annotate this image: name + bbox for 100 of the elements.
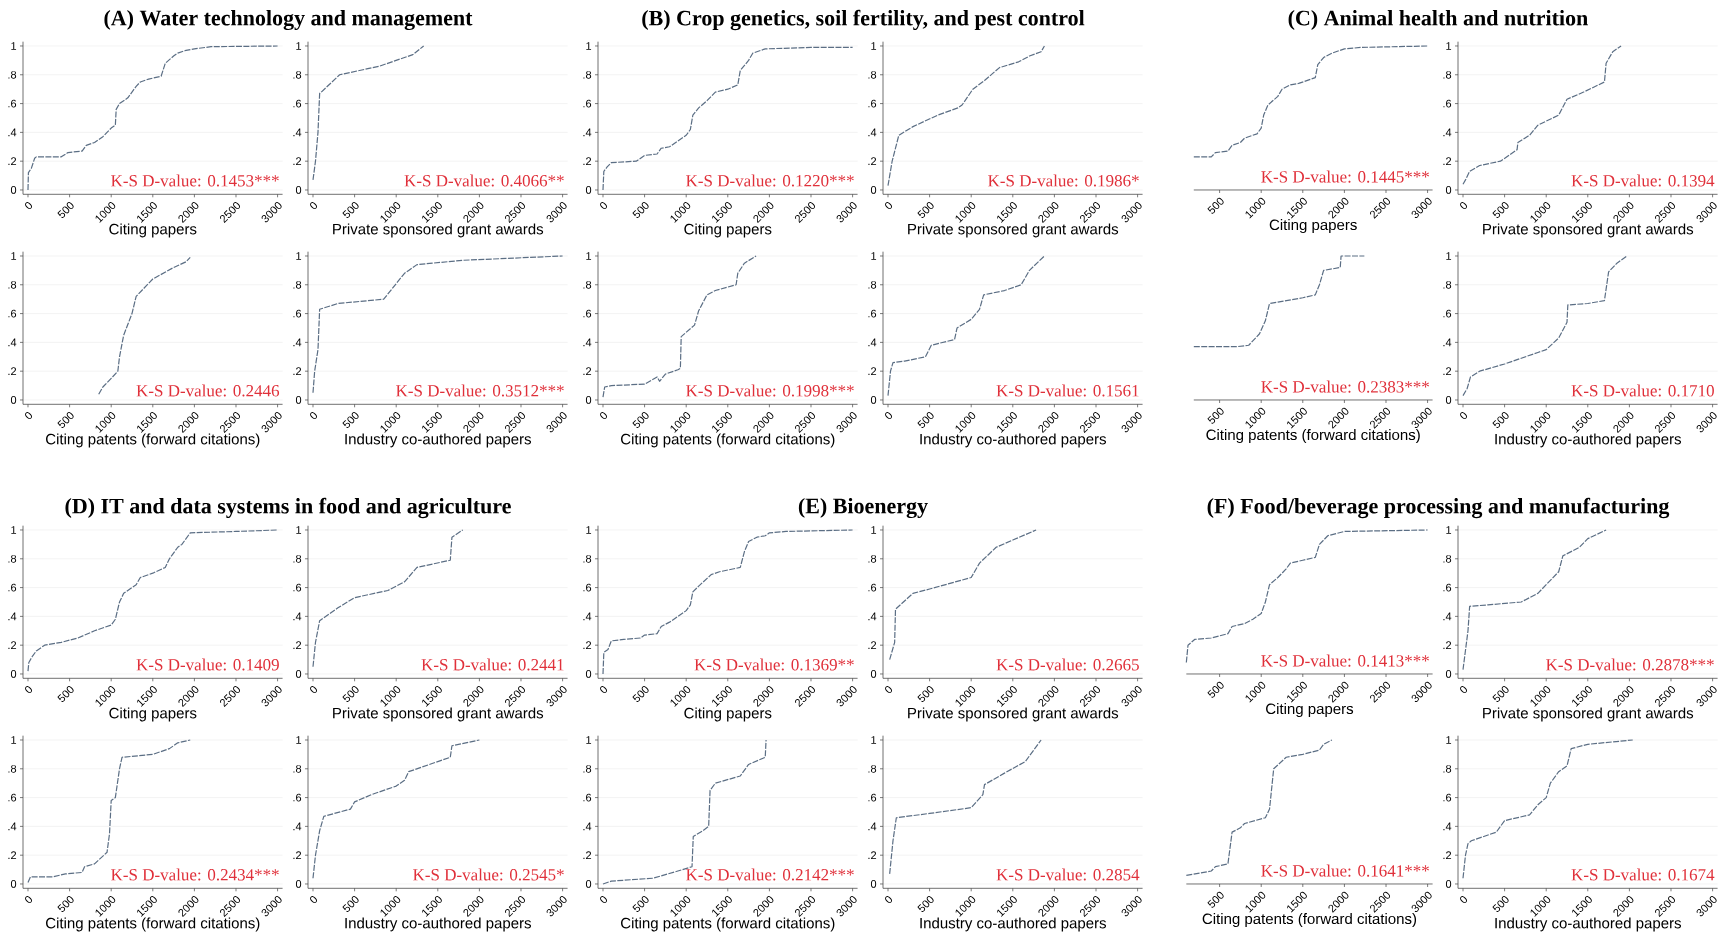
y-tick-label: .4 bbox=[1443, 822, 1452, 831]
y-tick-label: 0 bbox=[1445, 670, 1452, 678]
x-tick-label: 0 bbox=[885, 686, 893, 694]
annotation: K-S D-value: 0.4066** bbox=[404, 174, 564, 187]
y-tick-label: 0 bbox=[295, 186, 302, 194]
y-tick-label: 0 bbox=[585, 396, 592, 404]
x-tick-label: 0 bbox=[885, 896, 893, 904]
x-tick-label: 500 bbox=[1207, 681, 1224, 698]
annotation: K-S D-value: 0.2665 bbox=[996, 658, 1139, 671]
x-axis-title: Citing patents (forward citations) bbox=[46, 433, 260, 448]
y-tick-label: 0 bbox=[10, 396, 17, 404]
y-tick-label: 1 bbox=[586, 252, 592, 260]
y-tick-label: 0 bbox=[1445, 186, 1452, 194]
x-tick-label: 0 bbox=[310, 896, 318, 904]
x-tick-label: 0 bbox=[1460, 202, 1468, 210]
y-tick-label: .2 bbox=[583, 367, 592, 376]
y-tick-label: 1 bbox=[296, 42, 302, 50]
x-tick-label: 500 bbox=[57, 686, 74, 703]
y-tick-label: .8 bbox=[293, 764, 302, 773]
x-tick-label: 0 bbox=[310, 686, 318, 694]
y-tick-label: .6 bbox=[293, 793, 302, 802]
x-tick-label: 500 bbox=[57, 412, 74, 428]
x-axis-title: Private sponsored grant awards bbox=[908, 707, 1119, 722]
x-tick-label: 500 bbox=[1492, 686, 1509, 703]
y-tick-label: .8 bbox=[293, 70, 302, 79]
x-tick-label: 500 bbox=[1492, 202, 1509, 218]
x-tick-label: 500 bbox=[1492, 896, 1509, 913]
y-tick-label: .6 bbox=[1443, 793, 1452, 802]
y-tick-label: .4 bbox=[293, 612, 302, 621]
y-tick-label: .8 bbox=[293, 280, 302, 289]
y-tick-label: .6 bbox=[583, 793, 592, 802]
x-tick-label: 500 bbox=[1207, 891, 1224, 908]
y-tick-label: .2 bbox=[1443, 157, 1452, 166]
y-tick-label: .6 bbox=[8, 99, 17, 108]
y-tick-label: .8 bbox=[583, 764, 592, 773]
y-tick-label: .2 bbox=[868, 367, 877, 376]
x-tick-label: 0 bbox=[25, 686, 33, 694]
y-tick-label: .4 bbox=[8, 338, 17, 347]
y-tick-label: .8 bbox=[583, 554, 592, 563]
y-tick-label: .4 bbox=[583, 338, 592, 347]
y-tick-label: 1 bbox=[11, 42, 17, 50]
y-tick-label: 0 bbox=[1445, 396, 1452, 404]
y-tick-label: 0 bbox=[10, 670, 17, 678]
y-tick-label: .2 bbox=[868, 851, 877, 860]
x-tick-label: 500 bbox=[342, 202, 359, 218]
y-tick-label: .6 bbox=[8, 309, 17, 318]
line-series bbox=[602, 529, 854, 675]
annotation: K-S D-value: 0.2854 bbox=[996, 868, 1140, 881]
y-tick-label: .8 bbox=[1443, 764, 1452, 773]
annotation: K-S D-value: 0.2142*** bbox=[686, 868, 854, 881]
y-tick-label: .2 bbox=[293, 851, 302, 860]
annotation: K-S D-value: 0.2383*** bbox=[1261, 380, 1429, 393]
y-tick-label: 0 bbox=[870, 880, 877, 888]
y-tick-label: .8 bbox=[583, 70, 592, 79]
x-axis-title: Citing papers bbox=[1269, 219, 1357, 234]
y-tick-label: .4 bbox=[583, 612, 592, 621]
y-tick-label: 0 bbox=[870, 396, 877, 404]
y-tick-label: 1 bbox=[296, 736, 302, 744]
y-tick-label: 1 bbox=[586, 42, 592, 50]
line-series bbox=[602, 46, 854, 191]
x-axis-title: Private sponsored grant awards bbox=[1483, 707, 1694, 722]
y-tick-label: .8 bbox=[8, 554, 17, 563]
x-tick-label: 500 bbox=[57, 896, 74, 913]
y-tick-label: .4 bbox=[1443, 612, 1452, 621]
y-tick-label: 1 bbox=[871, 252, 877, 260]
y-tick-label: .8 bbox=[8, 764, 17, 773]
y-tick-label: .6 bbox=[583, 99, 592, 108]
x-axis-title: Industry co-authored papers bbox=[1495, 433, 1682, 448]
x-axis-title: Industry co-authored papers bbox=[920, 917, 1107, 932]
y-tick-label: .6 bbox=[1443, 583, 1452, 592]
y-tick-label: 1 bbox=[11, 252, 17, 260]
y-tick-label: .2 bbox=[8, 851, 17, 860]
y-tick-label: .2 bbox=[1443, 851, 1452, 860]
x-tick-label: 0 bbox=[1460, 412, 1468, 420]
y-tick-label: .2 bbox=[868, 157, 877, 166]
x-tick-label: 0 bbox=[25, 412, 33, 420]
y-tick-label: .2 bbox=[8, 157, 17, 166]
y-tick-label: .2 bbox=[293, 157, 302, 166]
x-tick-label: 0 bbox=[885, 412, 893, 420]
y-tick-label: .4 bbox=[8, 612, 17, 621]
x-tick-label: 0 bbox=[1460, 896, 1468, 904]
x-tick-label: 500 bbox=[342, 686, 359, 703]
line-series bbox=[27, 529, 279, 672]
y-tick-label: 0 bbox=[295, 396, 302, 404]
y-tick-label: .8 bbox=[1443, 280, 1452, 289]
y-tick-label: .6 bbox=[293, 99, 302, 108]
y-tick-label: .6 bbox=[868, 793, 877, 802]
y-tick-label: .4 bbox=[1443, 128, 1452, 137]
x-axis-title: Citing patents (forward citations) bbox=[1202, 913, 1417, 928]
x-axis-title: Private sponsored grant awards bbox=[908, 223, 1119, 238]
x-axis-title: Private sponsored grant awards bbox=[333, 707, 544, 722]
x-axis-title: Citing papers bbox=[109, 707, 197, 722]
y-tick-label: 1 bbox=[11, 736, 17, 744]
x-tick-label: 500 bbox=[1492, 412, 1509, 428]
y-tick-label: .4 bbox=[868, 338, 877, 347]
y-tick-label: .6 bbox=[868, 99, 877, 108]
y-tick-label: .8 bbox=[868, 70, 877, 79]
x-tick-label: 0 bbox=[310, 202, 318, 210]
x-tick-label: 0 bbox=[885, 202, 893, 210]
y-tick-label: 0 bbox=[10, 186, 17, 194]
